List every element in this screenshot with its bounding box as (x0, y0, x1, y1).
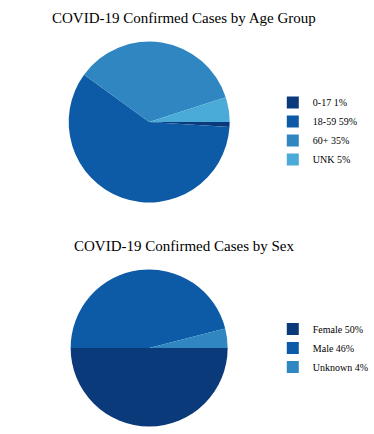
svg-text:UNK 5%: UNK 5% (313, 154, 351, 165)
svg-text:60+ 35%: 60+ 35% (313, 135, 349, 146)
svg-text:Female 50%: Female 50% (313, 324, 363, 335)
svg-text:COVID-19 Confirmed Cases by Se: COVID-19 Confirmed Cases by Sex (74, 238, 294, 254)
svg-text:0-17 1%: 0-17 1% (313, 97, 347, 108)
svg-text:COVID-19 Confirmed Cases by Ag: COVID-19 Confirmed Cases by Age Group (52, 10, 316, 26)
svg-text:18-59 59%: 18-59 59% (313, 116, 357, 127)
svg-text:Male 46%: Male 46% (313, 343, 354, 354)
svg-text:Unknown 4%: Unknown 4% (313, 362, 368, 373)
